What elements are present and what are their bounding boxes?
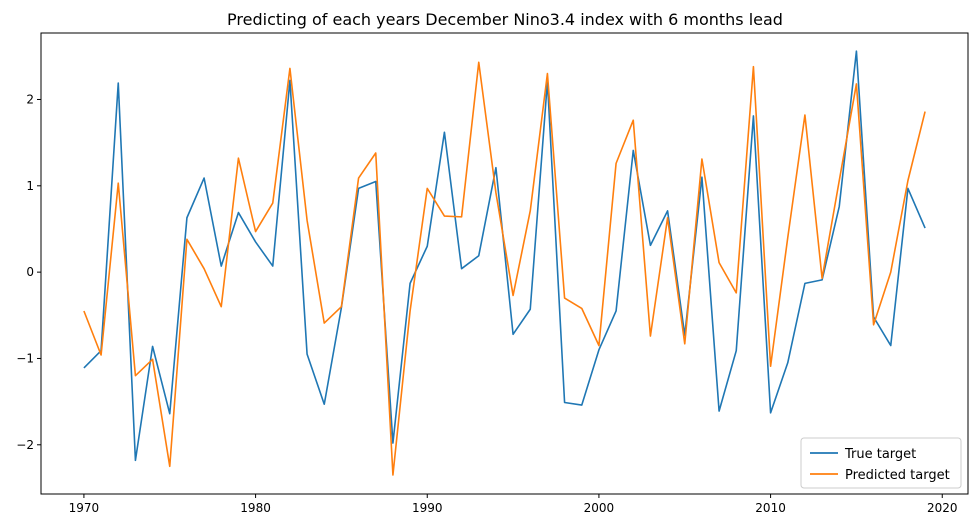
x-tick-label: 2020	[927, 501, 958, 515]
legend-label: Predicted target	[845, 468, 950, 483]
y-axis: −2 −1 0 1 2	[16, 92, 41, 452]
legend-label: True target	[844, 447, 916, 462]
series-line-true-target	[83, 50, 926, 462]
x-tick-label: 2010	[755, 501, 786, 515]
y-tick-label: 0	[26, 265, 34, 279]
x-tick-label: 1970	[69, 501, 100, 515]
y-tick-label: 2	[26, 92, 34, 106]
legend: True target Predicted target	[800, 437, 962, 489]
series-layer	[83, 50, 926, 476]
y-tick-label: 1	[26, 179, 34, 193]
y-tick-label: −2	[16, 438, 34, 452]
legend-box	[800, 437, 962, 489]
x-tick-label: 2000	[584, 501, 615, 515]
y-tick-label: −1	[16, 351, 34, 365]
plot-frame	[40, 32, 969, 495]
chart-title: Predicting of each years December Nino3.…	[227, 10, 783, 29]
x-axis: 1970 1980 1990 2000 2010 2020	[69, 494, 958, 515]
x-tick-label: 1990	[412, 501, 443, 515]
series-line-predicted-target	[83, 61, 926, 476]
x-tick-label: 1980	[240, 501, 271, 515]
